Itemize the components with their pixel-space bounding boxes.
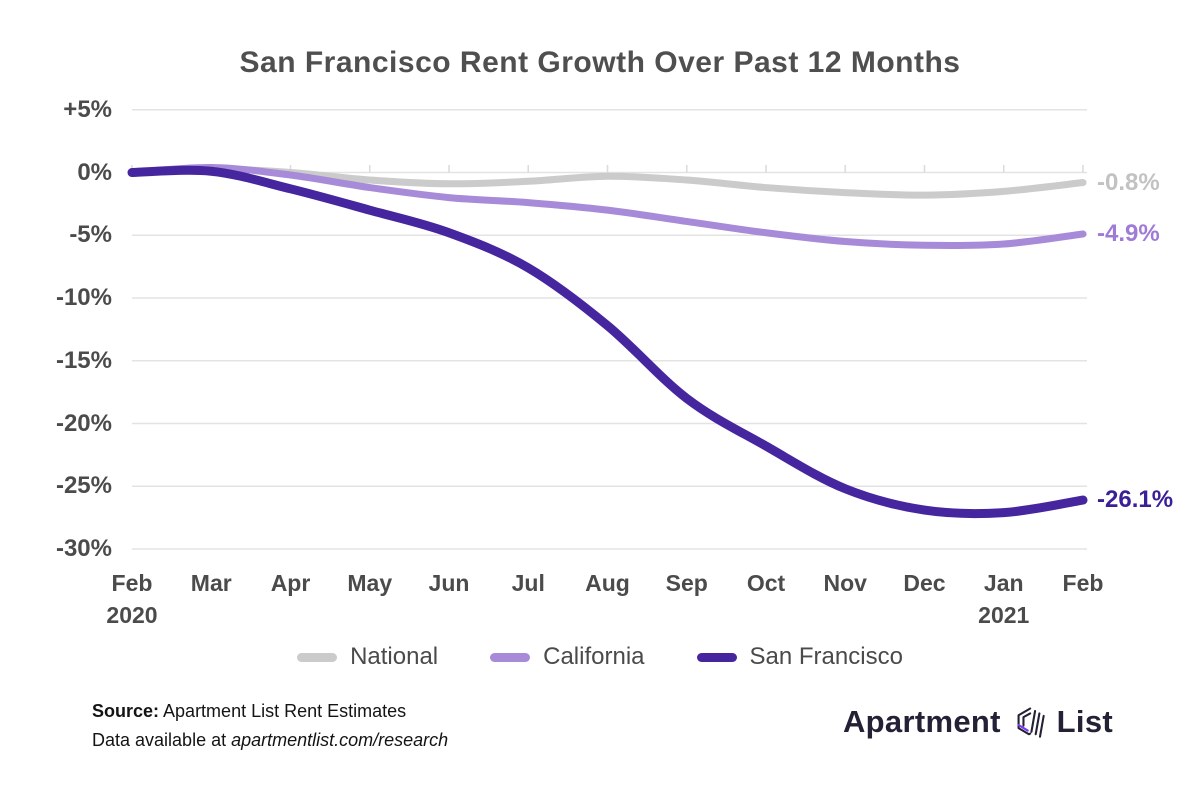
y-tick-label: -10%	[55, 284, 112, 311]
logo-word-apartment: Apartment	[843, 704, 1001, 739]
series-line-california	[128, 163, 1087, 250]
x-tick-label: Aug	[585, 570, 630, 596]
y-tick-label: -25%	[55, 472, 112, 500]
end-value-label-national: -0.8%	[1097, 168, 1160, 196]
x-tick-label: Nov	[823, 570, 867, 596]
x-tick-label: Jul	[511, 570, 545, 596]
chart-title: San Francisco Rent Growth Over Past 12 M…	[239, 46, 961, 79]
series-line-san-francisco	[127, 165, 1088, 519]
x-tick-label: Feb	[1062, 570, 1104, 596]
x-tick-label: May	[347, 570, 393, 596]
research-url: apartmentlist.com/research	[231, 730, 449, 750]
source-label: Source:	[92, 701, 160, 721]
y-tick-label: -30%	[55, 535, 112, 562]
national-line-swatch	[297, 652, 338, 662]
x-tick-label: Mar	[190, 570, 232, 596]
x-tick-label: Jun	[428, 570, 470, 596]
california-line-swatch	[490, 652, 531, 662]
x-tick-label: Sep	[665, 570, 708, 596]
legend: National California San Francisco	[0, 641, 1200, 673]
x-tick-label: Apr	[270, 570, 311, 596]
y-tick-label: 0%	[77, 158, 112, 186]
data-prefix: Data available at	[92, 730, 232, 750]
source-note: Source: Apartment List Rent Estimates Da…	[92, 697, 448, 755]
end-value-label-san-francisco: -26.1%	[1097, 486, 1174, 514]
legend-item-national: National	[297, 643, 438, 671]
end-value-label-california: -4.9%	[1097, 219, 1160, 247]
x-tick-label: Jan	[983, 570, 1024, 596]
legend-label-california: California	[543, 643, 645, 670]
x-tick-label: Oct	[746, 570, 786, 596]
y-tick-label: +5%	[63, 95, 112, 123]
legend-item-san-francisco: San Francisco	[696, 643, 903, 671]
y-tick-label: -20%	[55, 409, 112, 437]
y-tick-label: -5%	[69, 221, 112, 249]
x-tick-year-label: 2021	[978, 602, 1030, 628]
san-francisco-line-swatch	[696, 652, 737, 662]
legend-item-california: California	[490, 643, 645, 671]
apartment-list-house-icon	[1017, 707, 1045, 738]
legend-label-san-francisco: San Francisco	[749, 643, 903, 670]
y-tick-label: -15%	[55, 346, 112, 374]
x-tick-label: Dec	[903, 570, 946, 596]
x-tick-label: Feb	[111, 570, 153, 596]
data-availability-line: Data available at apartmentlist.com/rese…	[92, 726, 448, 755]
x-tick-year-label: 2020	[106, 602, 158, 628]
source-text: Apartment List Rent Estimates	[159, 701, 407, 721]
legend-label-national: National	[350, 643, 439, 670]
logo-word-list: List	[1056, 704, 1113, 739]
apartment-list-logo: Apartment List	[843, 694, 1113, 750]
source-line: Source: Apartment List Rent Estimates	[92, 697, 448, 726]
